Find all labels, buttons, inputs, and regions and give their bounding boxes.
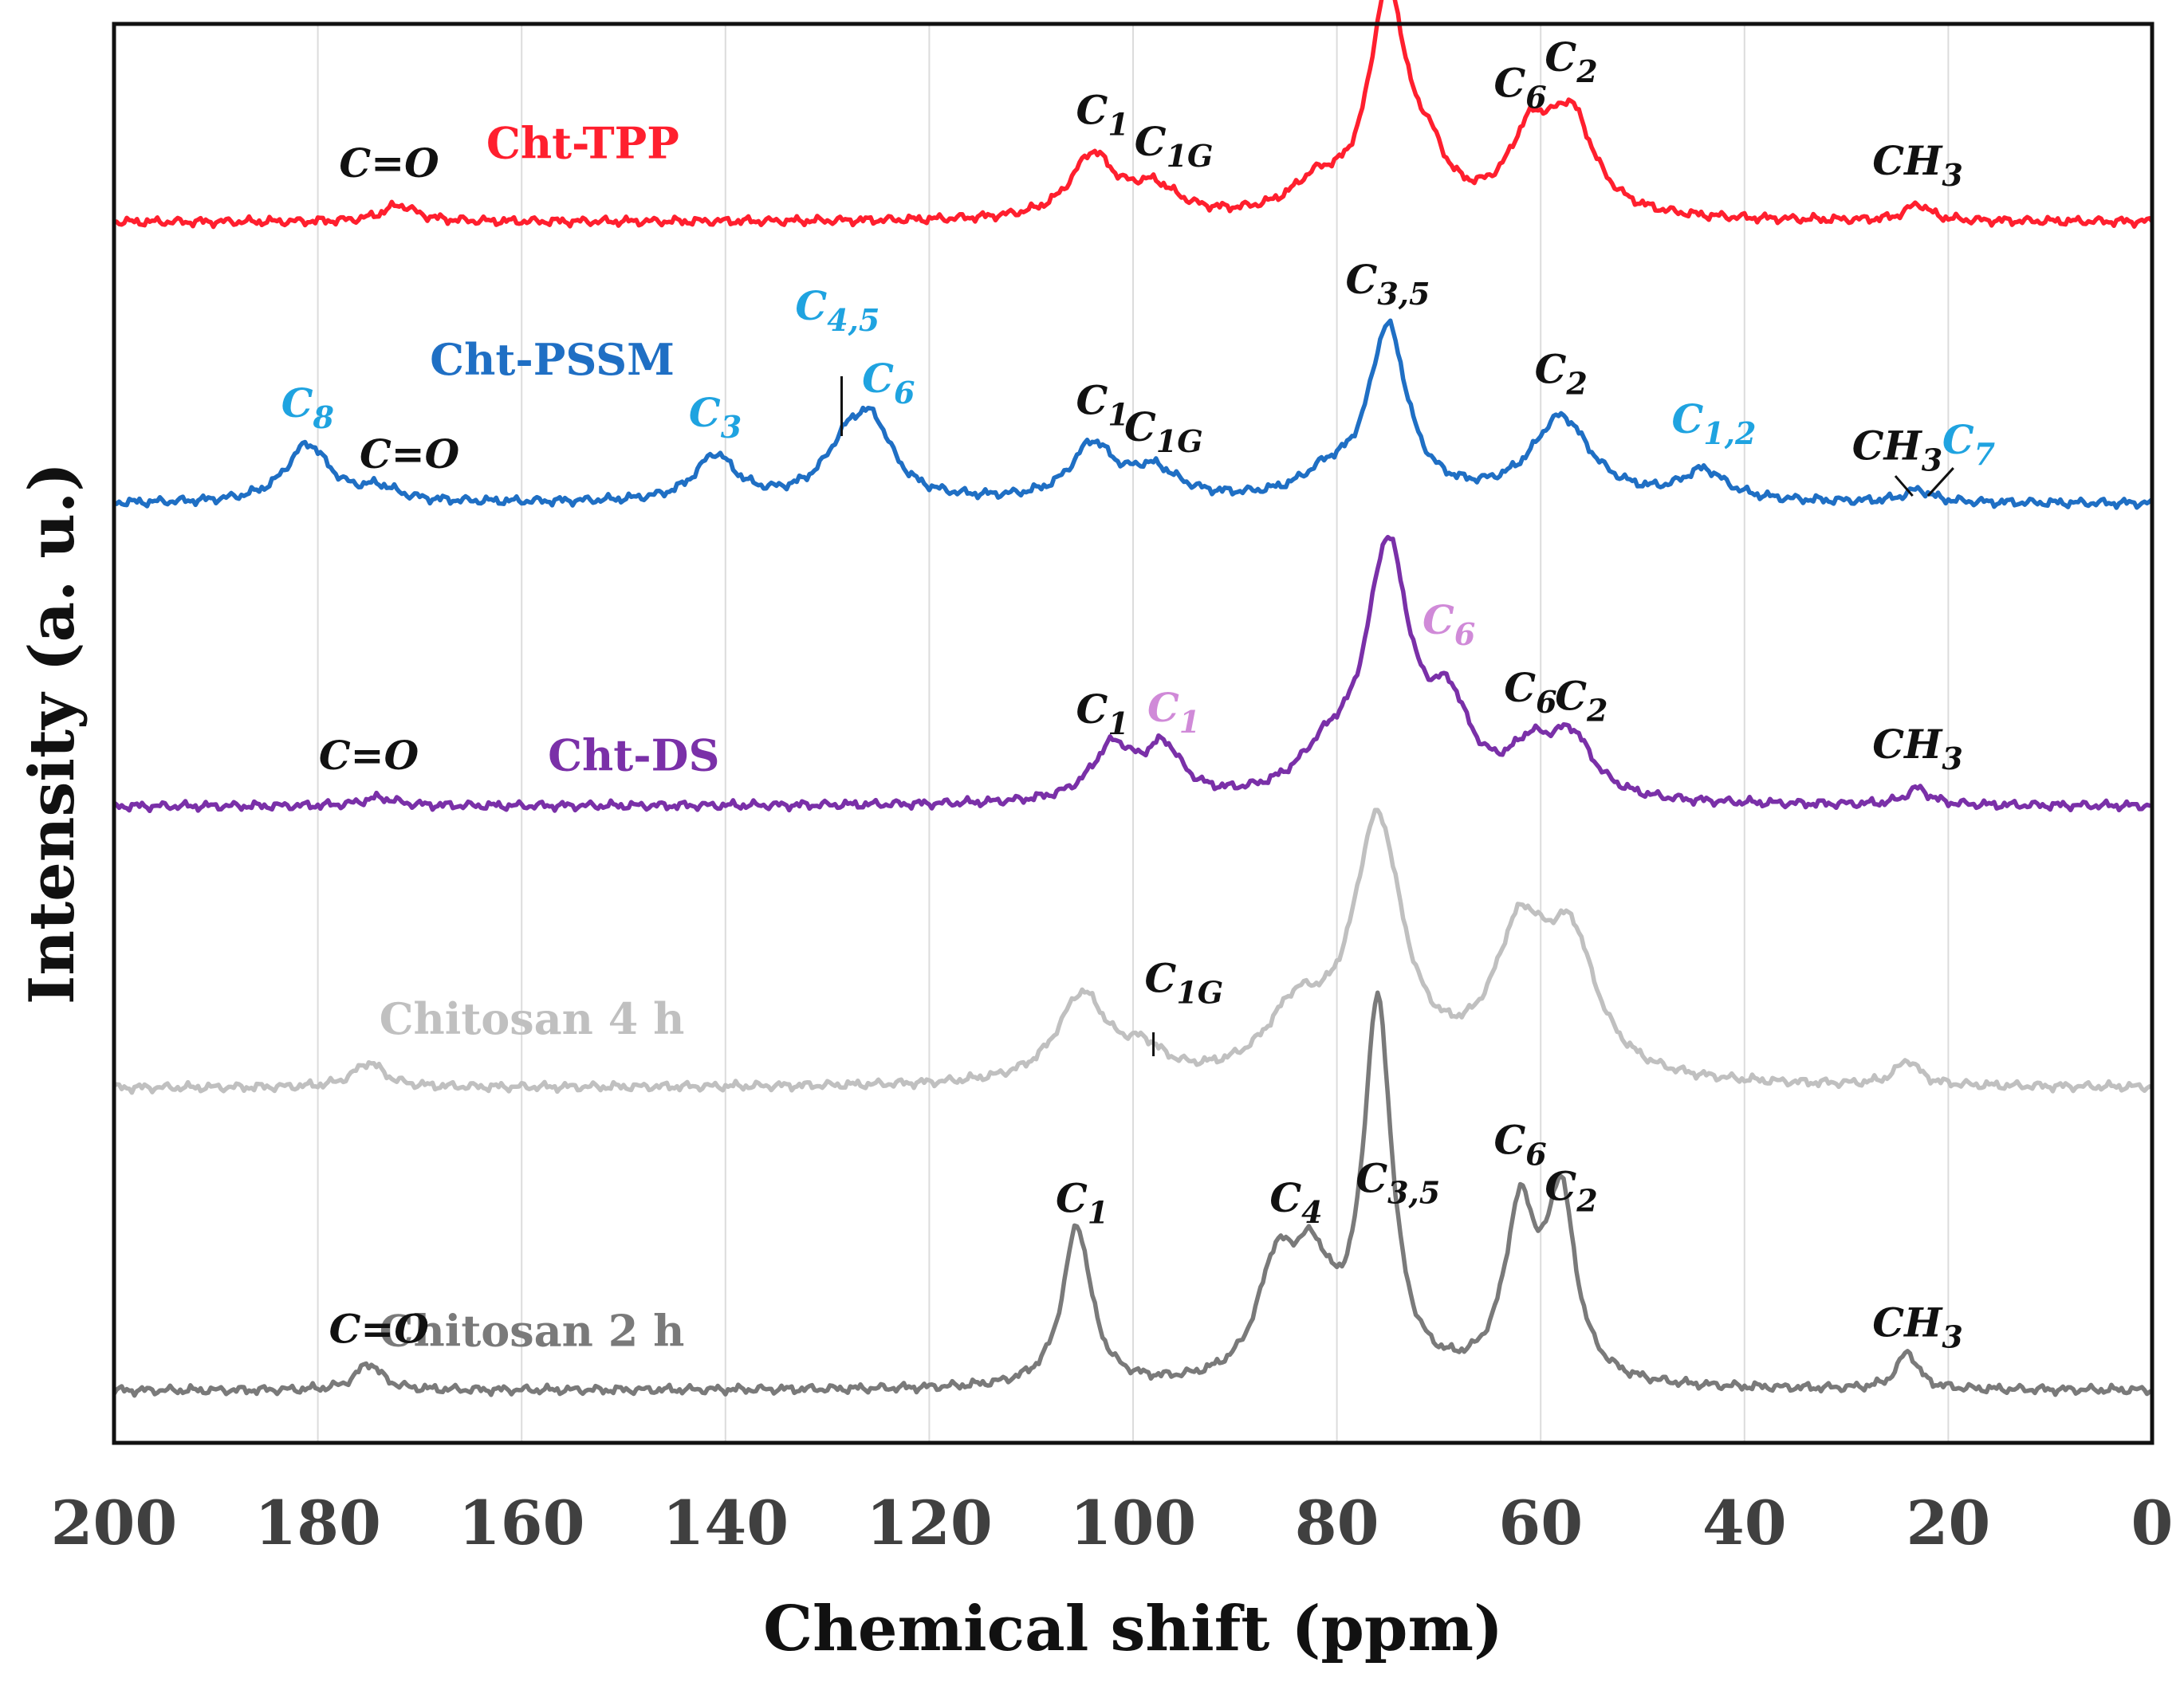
- label-layer: Cht-TPP Cht-PSSM Cht-DS Chitosan 4 h Chitosa…: [281, 33, 1995, 1357]
- peak-label-cht-pssm-3: C4,5: [795, 282, 880, 338]
- y-axis-title: Intensity (a. u.): [16, 462, 89, 1004]
- peak-label-chitosan-2-h-2: C4: [1269, 1174, 1322, 1230]
- peak-label-cht-ds-2: C1: [1147, 684, 1200, 740]
- x-tick-label-80: 80: [1295, 1487, 1379, 1558]
- series-layer: [112, 0, 2154, 1398]
- peak-label-chitosan-2-h-6: CH3: [1872, 1299, 1963, 1354]
- x-axis-title: Chemical shift (ppm): [763, 1593, 1503, 1665]
- peak-label-cht-tpp-4: C6: [1494, 59, 1547, 115]
- spectrum-line-cht-ds: [112, 534, 2153, 814]
- spectrum-line-cht-pssm: [112, 318, 2154, 510]
- x-tick-label-20: 20: [1907, 1487, 1991, 1558]
- peak-label-cht-pssm-5: C1: [1076, 376, 1129, 432]
- peak-label-cht-ds-0: C=O: [319, 732, 419, 779]
- leader-line-c7: [1926, 467, 1954, 497]
- peak-label-cht-pssm-8: C2: [1535, 345, 1588, 401]
- x-tick-label-0: 0: [2131, 1487, 2174, 1558]
- series-label-cht-tpp: Cht-TPP: [486, 118, 679, 169]
- peak-label-cht-tpp-0: C=O: [339, 140, 439, 187]
- grid-layer: [317, 24, 1950, 1443]
- peak-label-cht-tpp-1: C1: [1076, 87, 1129, 143]
- peak-label-cht-tpp-2: C1G: [1135, 118, 1214, 174]
- peak-label-cht-tpp-5: C2: [1545, 33, 1597, 89]
- series-label-chitosan-2-h: Chitosan 2 h: [380, 1306, 685, 1357]
- series-label-chitosan-4h: Chitosan 4 h: [380, 993, 685, 1044]
- peak-label-cht-tpp-6: CH3: [1872, 137, 1963, 193]
- peak-label-chitosan-2-h-0: C=O: [329, 1306, 430, 1353]
- x-tick-label-140: 140: [662, 1487, 789, 1558]
- spectrum-line-chitosan-2-h: [112, 990, 2154, 1398]
- peak-label-cht-pssm-2: C3: [689, 389, 742, 445]
- x-tick-label-40: 40: [1702, 1487, 1787, 1558]
- peak-label-cht-ds-4: C6: [1504, 664, 1556, 720]
- peak-label-chitosan-2-h-3: C3,5: [1356, 1154, 1440, 1210]
- x-tick-label-120: 120: [866, 1487, 993, 1558]
- peak-label-cht-ds-3: C6: [1423, 596, 1475, 652]
- plot-frame: [112, 22, 2154, 1445]
- x-tick-label-100: 100: [1070, 1487, 1197, 1558]
- x-tick-label-160: 160: [458, 1487, 585, 1558]
- peak-label-cht-pssm-1: C=O: [360, 430, 460, 477]
- x-tick-label-180: 180: [254, 1487, 381, 1558]
- peak-label-chitosan-4-h-1: C1G: [1145, 955, 1224, 1011]
- peak-label-cht-ds-1: C1: [1076, 686, 1129, 741]
- peak-label-chitosan-2-h-1: C1: [1056, 1175, 1108, 1231]
- peak-label-cht-pssm-10: CH3: [1852, 422, 1943, 477]
- peak-label-cht-pssm-7: C3,5: [1346, 256, 1430, 312]
- x-tick-labels: 200 180 160 140 120 100 80 60 40 20 0: [51, 1487, 2174, 1558]
- x-tick-label-60: 60: [1498, 1487, 1583, 1558]
- peak-label-cht-ds-6: CH3: [1872, 721, 1963, 776]
- spectrum-line-cht-tpp: [112, 0, 2154, 230]
- spectrum-line-chitosan-4-h: [112, 808, 2152, 1095]
- peak-label-chitosan-2-h-5: C2: [1545, 1162, 1597, 1218]
- leader-line-ch3: [1894, 475, 1914, 497]
- series-label-cht-ds: Cht-DS: [548, 730, 719, 781]
- peak-label-cht-pssm-11: C7: [1942, 416, 1995, 472]
- peak-label-cht-pssm-0: C8: [281, 379, 334, 435]
- peak-label-chitosan-2-h-4: C6: [1494, 1116, 1547, 1172]
- series-label-cht-pssm: Cht-PSSM: [430, 334, 675, 385]
- peak-label-cht-pssm-4: C6: [862, 355, 915, 411]
- x-tick-label-200: 200: [51, 1487, 178, 1558]
- peak-label-cht-ds-5: C2: [1555, 673, 1608, 729]
- peak-label-cht-pssm-9: C1,2: [1671, 395, 1756, 451]
- peak-label-cht-pssm-6: C1G: [1124, 403, 1203, 459]
